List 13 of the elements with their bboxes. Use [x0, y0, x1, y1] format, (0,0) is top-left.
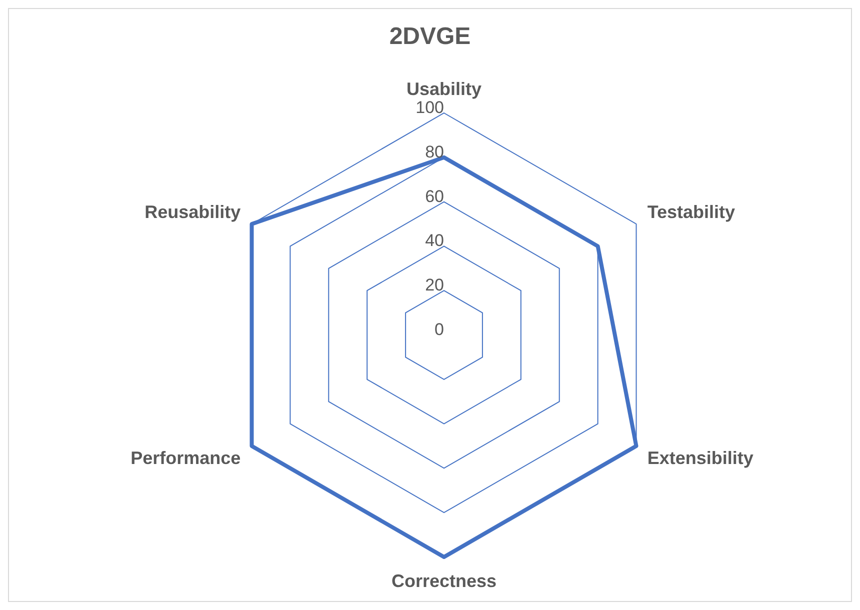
y-tick-label: 0	[434, 320, 444, 339]
y-tick-label: 20	[425, 276, 444, 295]
spoke-label: Performance	[130, 448, 241, 468]
y-tick-label: 40	[425, 231, 444, 250]
chart-title: 2DVGE	[388, 23, 472, 51]
spoke-label: Correctness	[391, 571, 497, 591]
y-tick-label: 80	[425, 142, 444, 162]
spoke-label: Usability	[406, 79, 482, 99]
y-tick-label: 100	[416, 98, 444, 117]
spoke-label: Extensibility	[647, 448, 754, 468]
spoke-label: Reusability	[144, 202, 241, 222]
y-tick-label: 60	[425, 186, 444, 206]
spoke-label: Testability	[647, 202, 736, 222]
